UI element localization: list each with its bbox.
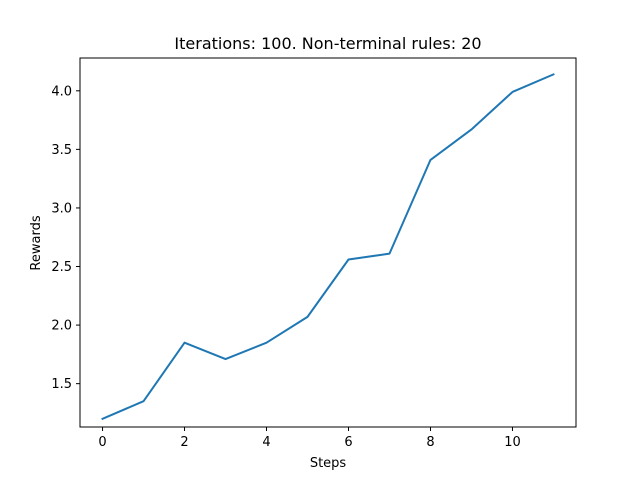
y-tick-label: 3.5	[51, 143, 72, 158]
plot-area-frame	[79, 57, 577, 428]
chart-title: Iterations: 100. Non-terminal rules: 20	[174, 34, 481, 53]
x-tick-label: 6	[344, 435, 352, 450]
x-tick-label: 8	[426, 435, 434, 450]
y-axis: 1.5 2.0 2.5 3.0 3.5 4.0	[51, 84, 80, 392]
series-layer	[101, 73, 555, 421]
x-tick-label: 10	[504, 435, 521, 450]
y-tick-label: 1.5	[51, 377, 72, 392]
x-tick-label: 2	[180, 435, 188, 450]
y-axis-label: Rewards	[29, 215, 44, 270]
x-tick-label: 4	[262, 435, 270, 450]
x-tick-label: 0	[98, 435, 106, 450]
x-axis-label: Steps	[310, 456, 347, 471]
y-tick-label: 2.5	[51, 260, 72, 275]
y-tick-label: 4.0	[51, 84, 72, 99]
x-axis: 0 2 4 6 8 10	[98, 427, 521, 450]
series-line	[101, 73, 555, 421]
y-tick-label: 3.0	[51, 201, 72, 216]
y-tick-label: 2.0	[51, 319, 72, 334]
